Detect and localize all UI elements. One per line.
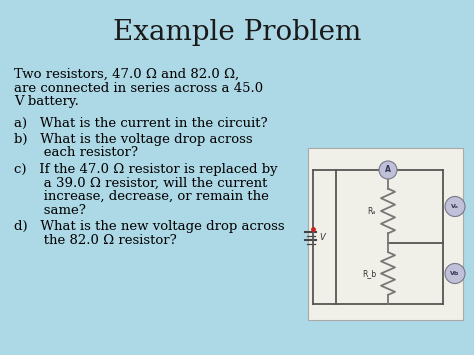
Text: a)   What is the current in the circuit?: a) What is the current in the circuit? [14, 116, 268, 130]
Text: R_b: R_b [362, 269, 376, 278]
Text: a 39.0 Ω resistor, will the current: a 39.0 Ω resistor, will the current [14, 176, 267, 190]
FancyBboxPatch shape [308, 148, 463, 320]
Text: same?: same? [14, 203, 86, 217]
Text: Vb: Vb [450, 271, 460, 276]
Text: are connected in series across a 45.0: are connected in series across a 45.0 [14, 82, 263, 94]
Text: A: A [385, 165, 391, 175]
Text: the 82.0 Ω resistor?: the 82.0 Ω resistor? [14, 234, 177, 246]
Text: Rₐ: Rₐ [368, 207, 376, 215]
Text: increase, decrease, or remain the: increase, decrease, or remain the [14, 190, 269, 203]
Text: Two resistors, 47.0 Ω and 82.0 Ω,: Two resistors, 47.0 Ω and 82.0 Ω, [14, 68, 239, 81]
Text: V battery.: V battery. [14, 95, 79, 108]
Circle shape [445, 197, 465, 217]
Text: d)   What is the new voltage drop across: d) What is the new voltage drop across [14, 220, 284, 233]
Text: V: V [319, 234, 325, 242]
Text: Example Problem: Example Problem [113, 18, 361, 45]
Text: each resistor?: each resistor? [14, 147, 138, 159]
Circle shape [445, 263, 465, 284]
Circle shape [379, 161, 397, 179]
Text: Vₐ: Vₐ [451, 204, 459, 209]
Text: c)   If the 47.0 Ω resistor is replaced by: c) If the 47.0 Ω resistor is replaced by [14, 163, 278, 176]
Text: b)   What is the voltage drop across: b) What is the voltage drop across [14, 133, 253, 146]
